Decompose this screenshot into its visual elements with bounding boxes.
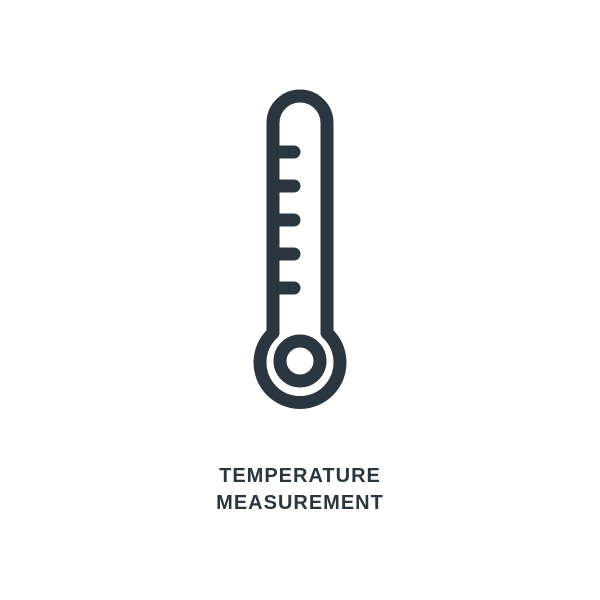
icon-caption: TEMPERATURE MEASUREMENT [216,463,384,517]
thermometer-icon [220,83,380,423]
icon-card: TEMPERATURE MEASUREMENT [216,83,384,517]
caption-line-1: TEMPERATURE [216,463,384,490]
caption-line-2: MEASUREMENT [216,490,384,517]
